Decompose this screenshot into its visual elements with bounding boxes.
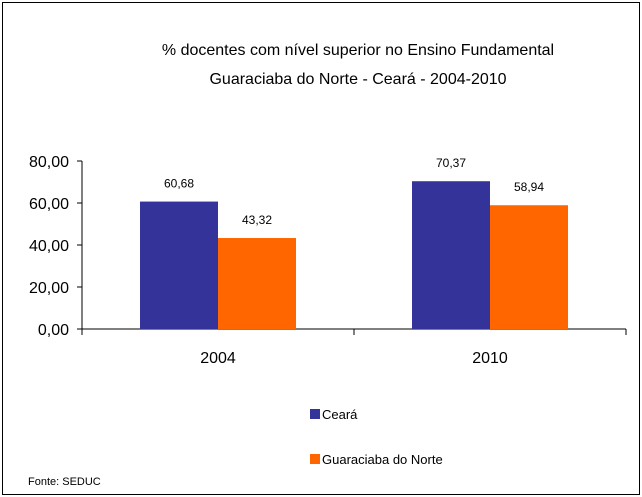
y-tick-label: 20,00: [29, 280, 69, 297]
chart-title: % docentes com nível superior no Ensino …: [162, 42, 554, 88]
legend-label: Guaraciaba do Norte: [322, 452, 443, 467]
chart-title-line-1: % docentes com nível superior no Ensino …: [162, 42, 554, 59]
bar: [140, 201, 218, 329]
legend-swatch: [310, 454, 320, 464]
data-label: 43,32: [242, 213, 272, 227]
x-category-label: 2010: [472, 350, 508, 367]
y-tick-label: 80,00: [29, 154, 69, 171]
data-label: 70,37: [436, 156, 466, 170]
legend-swatch: [310, 409, 320, 419]
y-tick-label: 0,00: [38, 322, 69, 339]
x-category-label: 2004: [200, 350, 236, 367]
legend: Ceará Guaraciaba do Norte: [310, 407, 443, 467]
y-tick-label: 40,00: [29, 238, 69, 255]
chart-title-line-2: Guaraciaba do Norte - Ceará - 2004-2010: [209, 71, 506, 88]
bar: [412, 181, 490, 329]
y-tick-label: 60,00: [29, 196, 69, 213]
data-label: 58,94: [514, 180, 544, 194]
source-note: Fonte: SEDUC: [28, 476, 101, 488]
data-label: 60,68: [164, 177, 194, 191]
plot-area: 0,00 20,00 40,00 60,00 80,00 2004 2010 60,68 43,…: [29, 154, 627, 367]
legend-label: Ceará: [322, 407, 358, 422]
bar: [218, 238, 296, 329]
bar: [490, 205, 568, 329]
